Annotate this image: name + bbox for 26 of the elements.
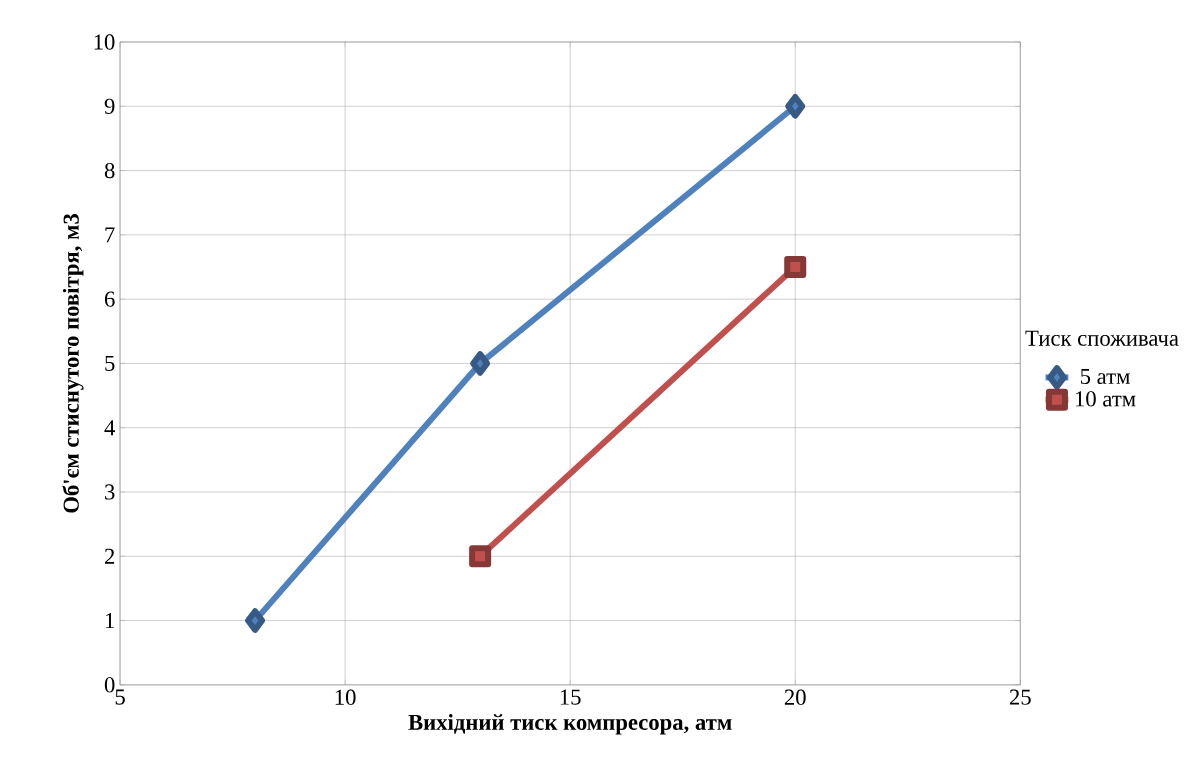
point	[785, 93, 806, 119]
y-tick-label: 2	[105, 548, 115, 564]
y-tick-label: 8	[104, 162, 115, 179]
y-tick-label: 10	[94, 34, 115, 50]
y-tick-label: 5	[105, 355, 115, 371]
y-tick-label: 3	[105, 484, 115, 500]
legend-label: 10 атм	[1075, 391, 1136, 407]
y-tick-label: 4	[104, 420, 115, 436]
x-tick-label: 5	[115, 689, 125, 705]
y-tick-label: 1	[105, 612, 114, 628]
legend-title: Тиск споживача	[1025, 330, 1179, 346]
point	[469, 545, 492, 568]
legend-label: 5 атм	[1080, 368, 1130, 385]
y-axis-title: Об'єм стиснутого повітря, м3	[62, 213, 84, 513]
x-tick-label: 25	[1009, 689, 1031, 705]
x-tick-label: 10	[335, 689, 356, 705]
y-tick-label: 6	[104, 291, 115, 307]
x-tick-label: 20	[784, 689, 806, 705]
y-tick-label: 9	[104, 98, 115, 114]
x-tick-label: 15	[560, 689, 581, 705]
x-axis-title: Вихідний тиск компресора, атм	[408, 713, 732, 735]
y-tick-label: 0	[104, 677, 115, 693]
point	[245, 608, 266, 633]
point	[470, 350, 491, 376]
y-tick-label: 7	[105, 227, 115, 243]
point	[784, 255, 807, 278]
